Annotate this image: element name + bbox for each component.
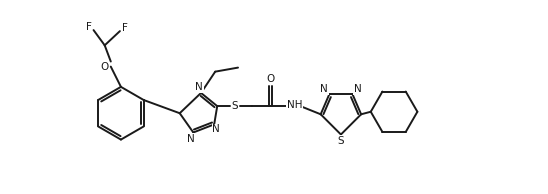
Text: S: S — [338, 136, 344, 146]
Text: S: S — [232, 101, 238, 111]
Text: O: O — [267, 74, 275, 84]
Text: N: N — [187, 133, 195, 144]
Text: N: N — [195, 82, 203, 92]
Text: N: N — [320, 84, 328, 94]
Text: O: O — [100, 61, 109, 72]
Text: N: N — [212, 124, 220, 134]
Text: F: F — [85, 22, 92, 32]
Text: N: N — [354, 84, 362, 94]
Text: F: F — [122, 23, 128, 33]
Text: NH: NH — [287, 100, 302, 110]
